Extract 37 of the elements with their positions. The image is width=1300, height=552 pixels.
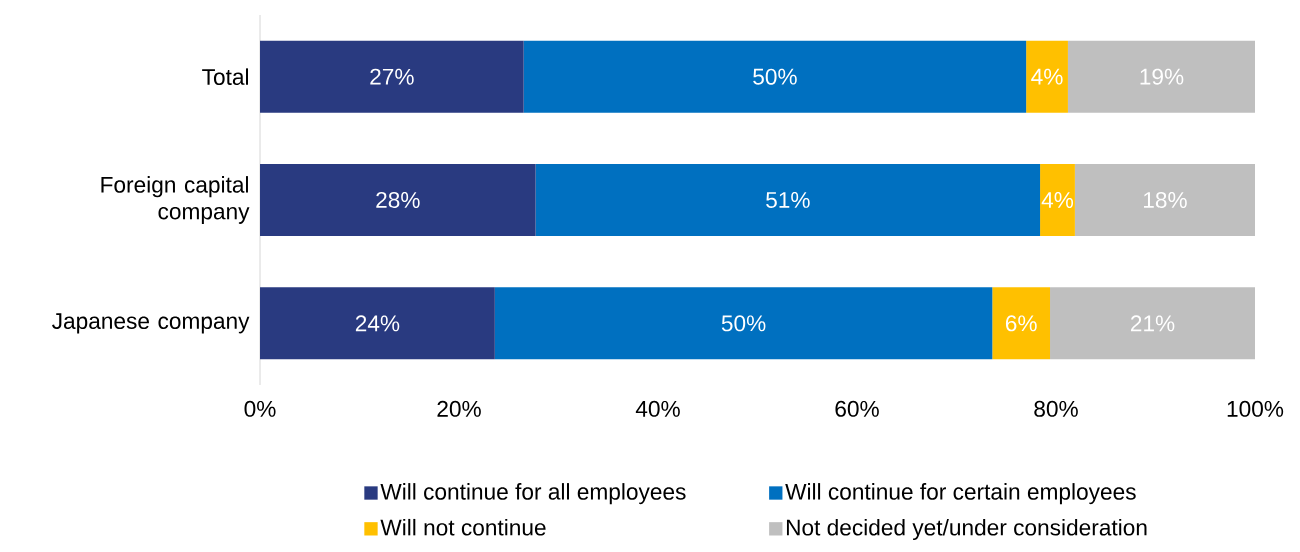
- bar: [523, 40, 1027, 113]
- data-label: 4%: [1041, 192, 1074, 208]
- data-label: 28%: [376, 191, 420, 209]
- x-tick-label: 0%: [244, 400, 276, 417]
- bar: [1040, 164, 1075, 236]
- bar: [260, 164, 536, 236]
- bar: [260, 40, 524, 113]
- legend-label: Will continue for all employees: [380, 483, 686, 505]
- legend-label: Will not continue: [380, 518, 546, 536]
- x-tick-label: 20%: [437, 400, 481, 417]
- data-label: 6%: [1005, 315, 1037, 332]
- bar: [1067, 40, 1255, 113]
- legend-label: Not decided yet/under consideration: [786, 518, 1147, 541]
- x-tick-label: 100%: [1227, 400, 1284, 417]
- bar: [260, 287, 495, 360]
- y-tick-label: Foreign capital company: [101, 176, 250, 224]
- data-label: 27%: [370, 68, 414, 85]
- bar: [1026, 40, 1068, 113]
- data-label: 19%: [1140, 68, 1184, 85]
- data-label: 4%: [1031, 68, 1063, 85]
- legend-label: Will continue for certain employees: [785, 483, 1136, 505]
- data-label: 24%: [355, 315, 400, 332]
- y-tick-label: Total: [202, 68, 249, 85]
- y-tick-label: Japanese company: [52, 313, 250, 334]
- bar: [992, 287, 1051, 360]
- x-tick-label: 40%: [635, 400, 680, 417]
- bar: [494, 287, 993, 360]
- data-label: 50%: [721, 315, 766, 332]
- data-label: 50%: [753, 68, 797, 85]
- data-label: 18%: [1144, 191, 1187, 209]
- data-label: 21%: [1130, 315, 1175, 332]
- data-label: 51%: [766, 192, 810, 208]
- bar: [1074, 164, 1255, 236]
- bar: [535, 164, 1041, 236]
- x-tick-label: 60%: [835, 400, 879, 417]
- bar: [1050, 287, 1255, 360]
- x-tick-label: 80%: [1034, 400, 1078, 417]
